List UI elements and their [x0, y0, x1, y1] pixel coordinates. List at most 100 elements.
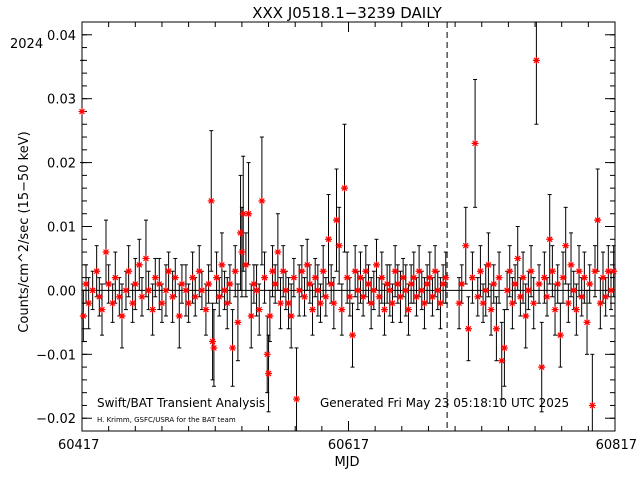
- data-point: [213, 274, 221, 282]
- data-point: [415, 267, 423, 275]
- data-point: [198, 286, 206, 294]
- data-point: [261, 274, 269, 282]
- data-point: [303, 261, 311, 269]
- data-point: [95, 293, 103, 301]
- data-point: [138, 293, 146, 301]
- data-point: [348, 331, 356, 339]
- y-tick-label: 0.04: [47, 29, 76, 44]
- data-point: [290, 274, 298, 282]
- team-credit-label: H. Krimm, GSFC/USRA for the BAT team: [97, 416, 236, 424]
- y-axis-label: Counts/cm^2/sec (15−50 keV): [17, 131, 32, 332]
- data-point: [189, 274, 197, 282]
- data-point: [263, 350, 271, 358]
- y-tick-label: 0.03: [47, 93, 76, 108]
- data-point: [293, 395, 301, 403]
- data-point: [383, 280, 391, 288]
- data-point: [594, 216, 602, 224]
- data-point: [388, 299, 396, 307]
- data-point: [442, 274, 450, 282]
- data-point: [564, 299, 572, 307]
- data-point: [511, 280, 519, 288]
- data-point: [250, 280, 258, 288]
- data-point: [479, 299, 487, 307]
- data-point: [279, 267, 287, 275]
- data-point: [93, 267, 101, 275]
- data-point: [306, 280, 314, 288]
- data-point: [202, 306, 210, 314]
- data-point: [404, 306, 412, 314]
- data-point: [269, 267, 277, 275]
- data-point: [231, 267, 239, 275]
- data-point: [535, 280, 543, 288]
- data-point: [125, 267, 133, 275]
- data-point: [596, 299, 604, 307]
- data-point: [514, 254, 522, 262]
- data-point: [165, 267, 173, 275]
- data-point: [335, 242, 343, 250]
- data-point: [78, 107, 86, 115]
- data-point: [359, 293, 367, 301]
- data-point: [354, 286, 362, 294]
- data-point: [122, 286, 130, 294]
- data-point: [500, 344, 508, 352]
- data-point: [162, 286, 170, 294]
- data-point: [578, 293, 586, 301]
- data-point: [274, 248, 282, 256]
- data-point: [591, 267, 599, 275]
- data-point: [85, 299, 93, 307]
- data-point: [364, 280, 372, 288]
- data-point: [543, 293, 551, 301]
- data-point: [178, 280, 186, 288]
- data-point: [149, 306, 157, 314]
- data-point: [82, 280, 90, 288]
- data-point: [490, 280, 498, 288]
- data-point: [265, 369, 273, 377]
- data-point: [527, 267, 535, 275]
- y-tick-label: 0.01: [47, 221, 76, 236]
- data-point: [356, 274, 364, 282]
- data-point: [327, 280, 335, 288]
- data-point: [229, 344, 237, 352]
- data-point: [462, 242, 470, 250]
- data-point: [407, 280, 415, 288]
- data-point: [586, 280, 594, 288]
- data-point: [367, 299, 375, 307]
- data-point: [301, 293, 309, 301]
- data-point: [396, 293, 404, 301]
- data-markers: [78, 56, 618, 409]
- data-point: [102, 248, 110, 256]
- data-point: [215, 293, 223, 301]
- data-point: [351, 267, 359, 275]
- data-point: [129, 299, 137, 307]
- data-point: [185, 299, 193, 307]
- data-point: [436, 299, 444, 307]
- y-tick-label: −0.01: [36, 348, 76, 363]
- data-point: [599, 274, 607, 282]
- data-point: [89, 286, 97, 294]
- data-point: [423, 280, 431, 288]
- data-point: [298, 267, 306, 275]
- data-point: [171, 274, 179, 282]
- data-point: [394, 280, 402, 288]
- data-point: [311, 274, 319, 282]
- data-point: [169, 293, 177, 301]
- data-point: [412, 293, 420, 301]
- data-point: [524, 286, 532, 294]
- data-point: [131, 280, 139, 288]
- data-point: [559, 274, 567, 282]
- data-point: [530, 299, 538, 307]
- data-point: [258, 197, 266, 205]
- data-point: [191, 293, 199, 301]
- data-point: [295, 286, 303, 294]
- data-point: [439, 280, 447, 288]
- data-point: [522, 312, 530, 320]
- data-point: [607, 286, 615, 294]
- data-point: [285, 299, 293, 307]
- data-point: [115, 293, 123, 301]
- data-point: [562, 242, 570, 250]
- data-point: [135, 261, 143, 269]
- data-point: [391, 267, 399, 275]
- data-point: [237, 229, 245, 237]
- data-point: [484, 261, 492, 269]
